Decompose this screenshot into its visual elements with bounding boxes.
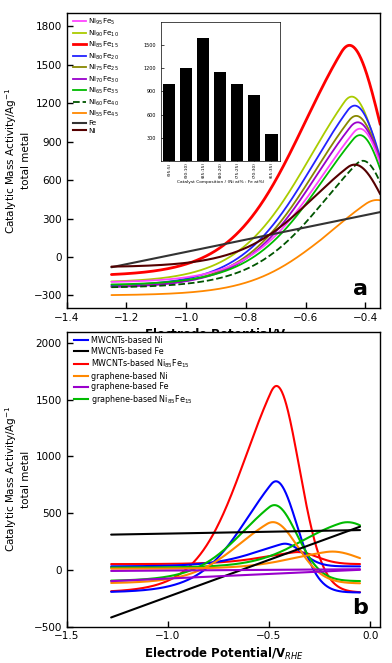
X-axis label: Electrode Potential/V$_{RHE}$: Electrode Potential/V$_{RHE}$ bbox=[143, 646, 303, 662]
Legend: MWCNTs-based Ni, MWCNTs-based Fe, MWCNTs-based Ni$_{85}$Fe$_{15}$, graphene-base: MWCNTs-based Ni, MWCNTs-based Fe, MWCNTs… bbox=[71, 333, 196, 409]
X-axis label: Electrode Potential/V$_{RHE}$: Electrode Potential/V$_{RHE}$ bbox=[143, 328, 303, 343]
Text: a: a bbox=[353, 279, 368, 300]
Legend: Ni$_{95}$Fe$_5$, Ni$_{90}$Fe$_{10}$, Ni$_{85}$Fe$_{15}$, Ni$_{80}$Fe$_{20}$, Ni$: Ni$_{95}$Fe$_5$, Ni$_{90}$Fe$_{10}$, Ni$… bbox=[70, 14, 122, 137]
Y-axis label: Catalytic Mass Activity/Ag$^{-1}$
total metal: Catalytic Mass Activity/Ag$^{-1}$ total … bbox=[3, 406, 31, 552]
Y-axis label: Catalytic Mass Activity/Ag$^{-1}$
total metal: Catalytic Mass Activity/Ag$^{-1}$ total … bbox=[3, 88, 31, 234]
Text: b: b bbox=[352, 597, 368, 618]
